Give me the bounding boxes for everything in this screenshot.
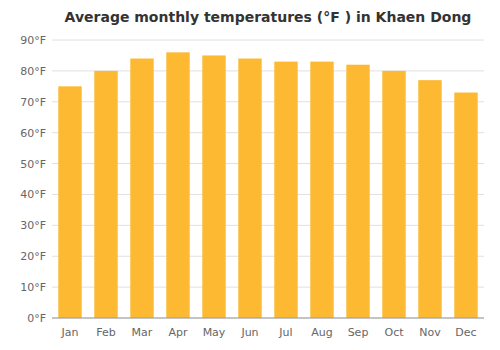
y-tick-label: 90°F — [20, 34, 46, 47]
bar — [166, 52, 189, 318]
y-tick-label: 50°F — [20, 158, 46, 171]
title: Average monthly temperatures (°F ) in Kh… — [65, 9, 472, 25]
y-tick-label: 20°F — [20, 250, 46, 263]
x-axis: Jan Feb Mar Apr May Jun Jul Aug Sep Oct Nov Dec — [61, 326, 477, 339]
bar — [274, 62, 297, 318]
bar — [202, 55, 225, 318]
grid-line — [52, 318, 484, 319]
x-tick-label: Jan — [61, 326, 79, 339]
x-tick-label: Nov — [419, 326, 441, 339]
x-tick-label: Sep — [348, 326, 369, 339]
bar — [130, 59, 153, 318]
bar — [58, 86, 81, 318]
bar — [418, 80, 441, 318]
y-tick-label: 60°F — [20, 127, 46, 140]
y-tick-label: 80°F — [20, 65, 46, 78]
chart: Average monthly temperatures (°F ) in Kh… — [0, 0, 500, 350]
x-tick-label: Oct — [384, 326, 404, 339]
x-tick-label: May — [203, 326, 226, 339]
grid-line — [52, 40, 484, 41]
x-tick-label: Apr — [168, 326, 188, 339]
y-tick-label: 40°F — [20, 188, 46, 201]
x-tick-label: Dec — [455, 326, 476, 339]
x-axis-line — [52, 318, 484, 319]
x-tick-label: Jun — [240, 326, 258, 339]
y-tick-label: 0°F — [27, 312, 46, 325]
y-axis: 0°F 10°F 20°F 30°F 40°F 50°F 60°F 70°F 80°F 90°F — [20, 34, 484, 325]
x-tick-label: Jul — [278, 326, 292, 339]
y-tick-label: 30°F — [20, 219, 46, 232]
bar — [238, 59, 261, 318]
bars — [58, 52, 477, 318]
x-tick-label: Feb — [96, 326, 115, 339]
bar — [382, 71, 405, 318]
y-tick-label: 70°F — [20, 96, 46, 109]
bar — [454, 93, 477, 318]
chart-container: Average monthly temperatures (°F ) in Kh… — [0, 0, 500, 350]
bar — [94, 71, 117, 318]
bar — [310, 62, 333, 318]
x-tick-label: Aug — [311, 326, 332, 339]
bar — [346, 65, 369, 318]
x-tick-label: Mar — [132, 326, 153, 339]
y-tick-label: 10°F — [20, 281, 46, 294]
